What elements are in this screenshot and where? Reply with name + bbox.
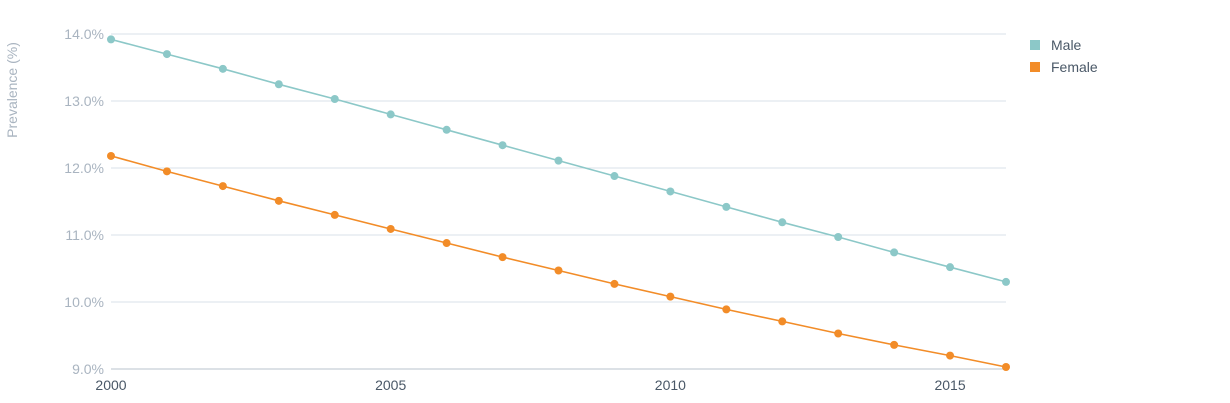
data-point-female[interactable]: [834, 329, 843, 338]
x-tick-label: 2000: [95, 377, 126, 393]
data-point-female[interactable]: [554, 266, 563, 275]
data-point-male[interactable]: [218, 64, 227, 73]
series-group: [107, 35, 1010, 371]
y-axis-label: Prevalence (%): [4, 42, 20, 138]
x-tick-label: 2015: [934, 377, 965, 393]
data-point-female[interactable]: [890, 340, 899, 349]
data-point-female[interactable]: [722, 305, 731, 314]
data-point-male[interactable]: [162, 50, 171, 59]
y-tick-label: 14.0%: [64, 26, 104, 42]
grid-lines: [111, 33, 1006, 370]
data-point-male[interactable]: [330, 94, 339, 103]
data-point-male[interactable]: [890, 248, 899, 257]
data-point-female[interactable]: [330, 210, 339, 219]
series-line-female: [110, 155, 1007, 368]
data-point-female[interactable]: [946, 351, 955, 360]
data-point-male[interactable]: [946, 263, 955, 272]
legend-item-male[interactable]: Male: [1030, 34, 1098, 56]
legend-label-male: Male: [1051, 37, 1082, 53]
legend: Male Female: [1030, 34, 1098, 78]
data-point-female[interactable]: [1002, 362, 1010, 371]
data-point-male[interactable]: [386, 110, 395, 119]
x-tick-labels: 2000 2005 2010 2015: [95, 377, 965, 393]
data-point-female[interactable]: [162, 167, 171, 176]
data-point-male[interactable]: [554, 156, 563, 165]
data-point-male[interactable]: [107, 35, 115, 44]
y-tick-label: 10.0%: [64, 294, 104, 310]
legend-swatch-female: [1030, 62, 1040, 72]
legend-swatch-male: [1030, 40, 1040, 50]
data-point-male[interactable]: [442, 125, 451, 134]
legend-label-female: Female: [1051, 59, 1098, 75]
y-tick-labels: 9.0% 10.0% 11.0% 12.0% 13.0% 14.0%: [64, 26, 104, 377]
data-point-male[interactable]: [722, 202, 731, 211]
data-point-female[interactable]: [778, 317, 787, 326]
legend-item-female[interactable]: Female: [1030, 56, 1098, 78]
data-point-female[interactable]: [107, 151, 115, 160]
data-point-female[interactable]: [610, 279, 619, 288]
y-tick-label: 13.0%: [64, 93, 104, 109]
data-point-female[interactable]: [442, 239, 451, 248]
data-point-male[interactable]: [1002, 277, 1010, 286]
data-point-male[interactable]: [666, 187, 675, 196]
data-point-female[interactable]: [218, 182, 227, 191]
data-point-female[interactable]: [386, 224, 395, 233]
data-point-female[interactable]: [666, 292, 675, 301]
y-tick-label: 12.0%: [64, 160, 104, 176]
data-point-male[interactable]: [834, 233, 843, 242]
y-tick-label: 9.0%: [72, 361, 104, 377]
data-point-male[interactable]: [610, 172, 619, 181]
data-point-female[interactable]: [498, 253, 507, 262]
y-tick-label: 11.0%: [65, 227, 104, 243]
data-point-male[interactable]: [274, 80, 283, 89]
x-tick-label: 2005: [375, 377, 406, 393]
x-tick-label: 2010: [655, 377, 686, 393]
data-point-male[interactable]: [498, 141, 507, 150]
data-point-male[interactable]: [778, 218, 787, 227]
data-point-female[interactable]: [274, 196, 283, 205]
